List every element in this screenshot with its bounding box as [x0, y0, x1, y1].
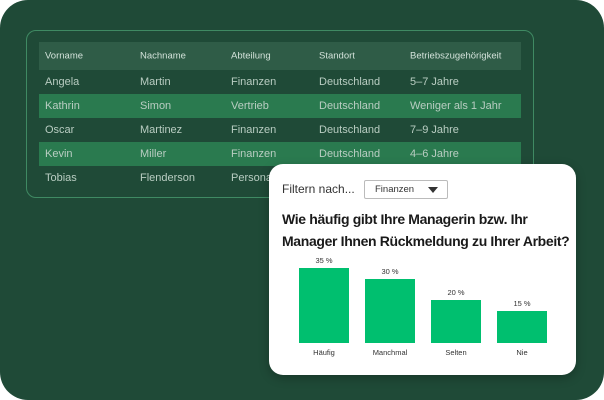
- bar: [497, 310, 547, 343]
- table-header: Vorname Nachname Abteilung Standort Betriebs…: [39, 42, 521, 70]
- table-cell: Vertrieb: [231, 100, 269, 112]
- bar: [431, 300, 481, 343]
- table-cell: Simon: [140, 100, 172, 112]
- chart-card: Filtern nach... Finanzen Wie häufig gibt…: [269, 164, 576, 375]
- table-cell: Deutschland: [319, 124, 381, 136]
- table-panel: Vorname Nachname Abteilung Standort Betriebs…: [26, 30, 534, 198]
- category-label: Nie: [516, 348, 528, 357]
- table-cell: Deutschland: [319, 76, 381, 88]
- table-cell: Tobias: [45, 172, 77, 184]
- table-cell: Martinez: [140, 124, 183, 136]
- table-cell: 5–7 Jahre: [410, 76, 459, 88]
- data-label: 30 %: [381, 266, 399, 276]
- header-cell: Nachname: [140, 50, 186, 62]
- table-cell: Deutschland: [319, 100, 381, 112]
- table-cell: Flenderson: [140, 172, 196, 184]
- table-cell: Finanzen: [231, 124, 277, 136]
- table-cell: Personal: [231, 172, 275, 184]
- data-label: 15 %: [513, 298, 531, 308]
- dropdown-arrow: [428, 187, 438, 193]
- chart-title: Wie häufig gibt Ihre Managerin bzw. Ihr …: [282, 211, 570, 249]
- table-cell: Finanzen: [231, 148, 277, 160]
- table-cell: Angela: [45, 76, 80, 88]
- table-cell: Oscar: [45, 124, 75, 136]
- category-label: Manchmal: [372, 348, 408, 357]
- bar: [365, 278, 415, 343]
- header-cell: Betriebszugehörigkeit: [410, 50, 502, 62]
- data-label: 20 %: [447, 288, 465, 298]
- table-row: Kevin Miller Finanzen Deutschland 4–6 Jahre: [39, 142, 521, 166]
- table-row: Oscar Martinez Finanzen Deutschland 7–9 Jahr…: [39, 118, 521, 142]
- bar: [299, 268, 349, 343]
- table-row: Tobias Flenderson Personal: [39, 166, 521, 190]
- header-cell: Vorname: [45, 50, 84, 62]
- dropdown-value: Finanzen: [375, 184, 415, 195]
- table-cell: Kevin: [45, 148, 73, 160]
- table-row: Kathrin Simon Vertrieb Deutschland Weniger a…: [39, 94, 521, 118]
- category-label: Häufig: [313, 348, 335, 357]
- table-cell: 7–9 Jahre: [410, 124, 459, 136]
- category-label: Selten: [445, 348, 467, 357]
- data-label: 35 %: [315, 256, 333, 265]
- table-cell: Finanzen: [231, 76, 277, 88]
- filter-dropdown[interactable]: Finanzen: [364, 180, 448, 199]
- table-cell: Kathrin: [45, 100, 80, 112]
- table-cell: 4–6 Jahre: [410, 148, 459, 160]
- table-cell: Weniger als 1 Jahr: [410, 100, 502, 112]
- table-row: Angela Martin Finanzen Deutschland 5–7 Jahre: [39, 70, 521, 94]
- header-cell: Standort: [319, 50, 355, 62]
- header-cell: Abteilung: [231, 50, 271, 62]
- filter-label: Filtern nach...: [282, 182, 355, 196]
- table-cell: Deutschland: [319, 148, 381, 160]
- table-cell: Miller: [140, 148, 167, 160]
- table-cell: Martin: [140, 76, 171, 88]
